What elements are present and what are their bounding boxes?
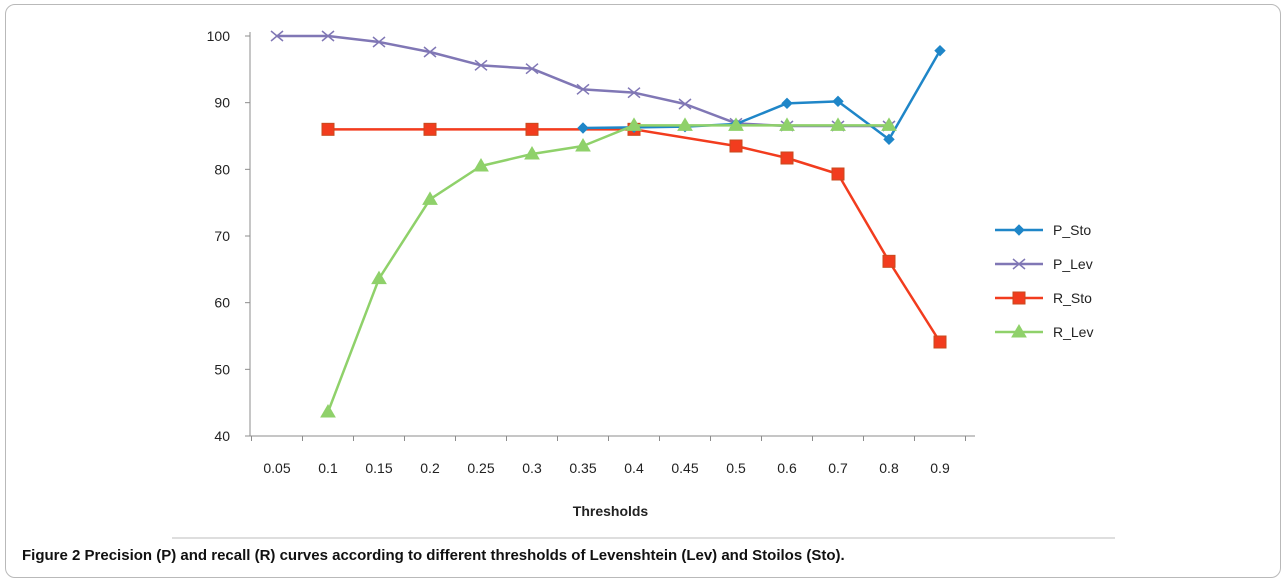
- legend-item-p-lev: P_Lev: [995, 256, 1093, 272]
- data-point: [781, 97, 793, 110]
- data-point: [882, 254, 896, 268]
- data-point: [626, 117, 642, 131]
- data-point: [576, 83, 590, 95]
- data-point: [371, 270, 387, 285]
- caption-label: Figure 2: [22, 547, 81, 564]
- data-point: [320, 404, 336, 418]
- y-tick-label: 80: [214, 161, 230, 177]
- data-point: [372, 36, 386, 48]
- data-point: [728, 117, 744, 131]
- data-point: [1012, 258, 1026, 270]
- data-point: [321, 30, 335, 42]
- x-tick-label: 0.9: [930, 460, 950, 476]
- x-tick-label: 0.1: [318, 460, 338, 476]
- data-point: [832, 95, 844, 108]
- data-point: [1013, 224, 1025, 236]
- y-tick-label: 60: [214, 295, 230, 311]
- legend-label: P_Lev: [1053, 256, 1093, 272]
- data-point-stroke: [372, 36, 386, 48]
- series-r-sto: [321, 122, 947, 349]
- x-tick-label: 0.3: [522, 460, 542, 476]
- data-point: [423, 122, 437, 136]
- data-point: [423, 46, 437, 58]
- y-tick-label: 90: [214, 95, 230, 111]
- data-point-stroke: [576, 83, 590, 95]
- data-point: [678, 98, 692, 110]
- legend-label: R_Sto: [1053, 290, 1092, 306]
- data-point: [729, 139, 743, 153]
- legend-label: P_Sto: [1053, 222, 1091, 238]
- data-point: [1012, 291, 1026, 305]
- x-tick-label: 0.5: [726, 460, 746, 476]
- data-point: [831, 167, 845, 181]
- data-point: [524, 146, 540, 160]
- chart-legend: P_Sto P_Lev R_Sto R_Lev: [995, 222, 1093, 340]
- data-point: [780, 151, 794, 165]
- x-tick-label: 0.45: [671, 460, 698, 476]
- data-point: [321, 122, 335, 136]
- data-point: [575, 138, 591, 152]
- legend-item-r-lev: R_Lev: [995, 324, 1093, 340]
- chart-axes: 40 50 60 70 80 90 100 0.05 0.1 0.15 0.2 0.25 0.3 0.35…: [207, 28, 975, 519]
- y-tick-label: 100: [207, 28, 231, 44]
- figure-frame: [5, 4, 1281, 578]
- data-point: [1011, 324, 1027, 338]
- x-tick-label: 0.35: [569, 460, 596, 476]
- caption-text: Precision (P) and recall (R) curves acco…: [84, 547, 845, 564]
- data-point-stroke: [474, 59, 488, 71]
- data-point: [934, 44, 946, 57]
- data-point: [270, 30, 284, 42]
- data-point-stroke: [1012, 258, 1026, 270]
- x-tick-label: 0.05: [263, 460, 290, 476]
- data-point: [525, 63, 539, 75]
- data-point: [883, 133, 895, 146]
- x-tick-label: 0.2: [420, 460, 440, 476]
- data-point: [525, 122, 539, 136]
- data-point: [933, 335, 947, 349]
- data-point-stroke: [321, 30, 335, 42]
- y-tick-label: 40: [214, 428, 230, 444]
- series-p-lev: [270, 30, 896, 132]
- chart-series: [270, 30, 947, 418]
- legend-item-r-sto: R_Sto: [995, 290, 1092, 306]
- x-tick-label: 0.7: [828, 460, 848, 476]
- data-point-stroke: [627, 87, 641, 99]
- x-axis-title: Thresholds: [573, 503, 649, 519]
- data-point: [779, 117, 795, 131]
- data-point-stroke: [525, 63, 539, 75]
- series-line: [277, 34, 889, 128]
- series-line: [328, 128, 942, 343]
- series-line: [326, 124, 889, 413]
- y-tick-label: 50: [214, 361, 230, 377]
- data-point: [830, 117, 846, 131]
- data-point: [422, 191, 438, 205]
- data-point: [473, 158, 489, 172]
- legend-item-p-sto: P_Sto: [995, 222, 1091, 238]
- x-tick-label: 0.4: [624, 460, 644, 476]
- data-point-stroke: [423, 46, 437, 58]
- x-tick-label: 0.8: [879, 460, 899, 476]
- data-point-stroke: [270, 30, 284, 42]
- data-point: [677, 117, 693, 131]
- x-tick-label: 0.6: [777, 460, 797, 476]
- series-r-lev: [320, 117, 897, 418]
- figure-caption: Figure 2 Precision (P) and recall (R) cu…: [22, 547, 1262, 564]
- legend-label: R_Lev: [1053, 324, 1093, 340]
- data-point-stroke: [678, 98, 692, 110]
- x-tick-label: 0.25: [467, 460, 494, 476]
- data-point: [881, 117, 897, 131]
- data-point: [474, 59, 488, 71]
- data-point: [577, 122, 589, 134]
- data-point: [627, 87, 641, 99]
- series-line: [582, 50, 942, 141]
- x-tick-label: 0.15: [365, 460, 392, 476]
- y-tick-label: 70: [214, 228, 230, 244]
- line-chart: 40 50 60 70 80 90 100 0.05 0.1 0.15 0.2 0.25 0.3 0.35…: [172, 28, 1115, 539]
